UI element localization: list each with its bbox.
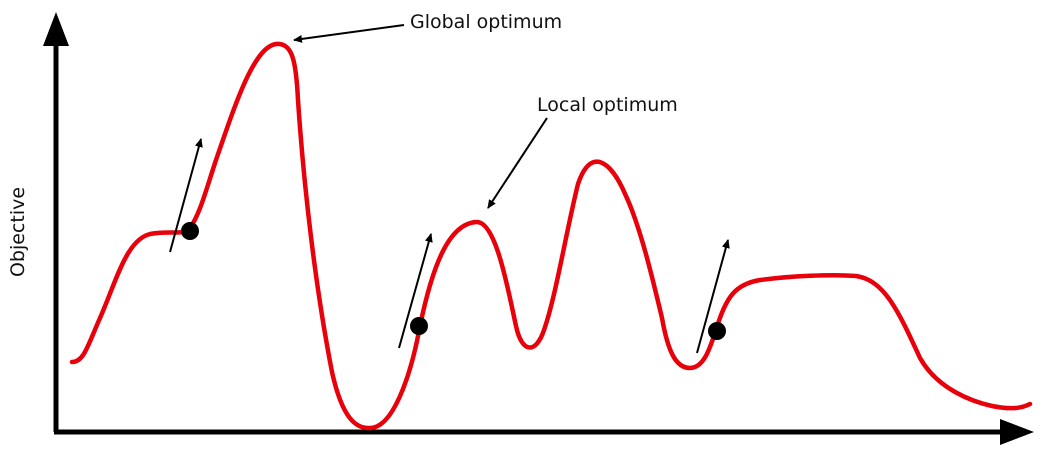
ascent-arrow-3 xyxy=(696,239,730,354)
global-optimum-pointer xyxy=(293,24,405,43)
y-axis-arrowhead xyxy=(43,12,69,46)
ascent-arrow-2 xyxy=(398,233,433,349)
global-optimum-label: Global optimum xyxy=(410,11,562,33)
x-axis-arrowhead xyxy=(1000,419,1034,445)
y-axis-label: Objective xyxy=(7,187,29,277)
objective-curve xyxy=(69,41,1033,431)
local-optimum-pointer xyxy=(487,117,548,209)
search-point-1 xyxy=(181,222,199,240)
ascent-arrow-1 xyxy=(169,138,203,253)
local-optimum-label: Local optimum xyxy=(537,94,678,116)
search-point-3 xyxy=(708,322,726,340)
search-point-2 xyxy=(410,317,428,335)
